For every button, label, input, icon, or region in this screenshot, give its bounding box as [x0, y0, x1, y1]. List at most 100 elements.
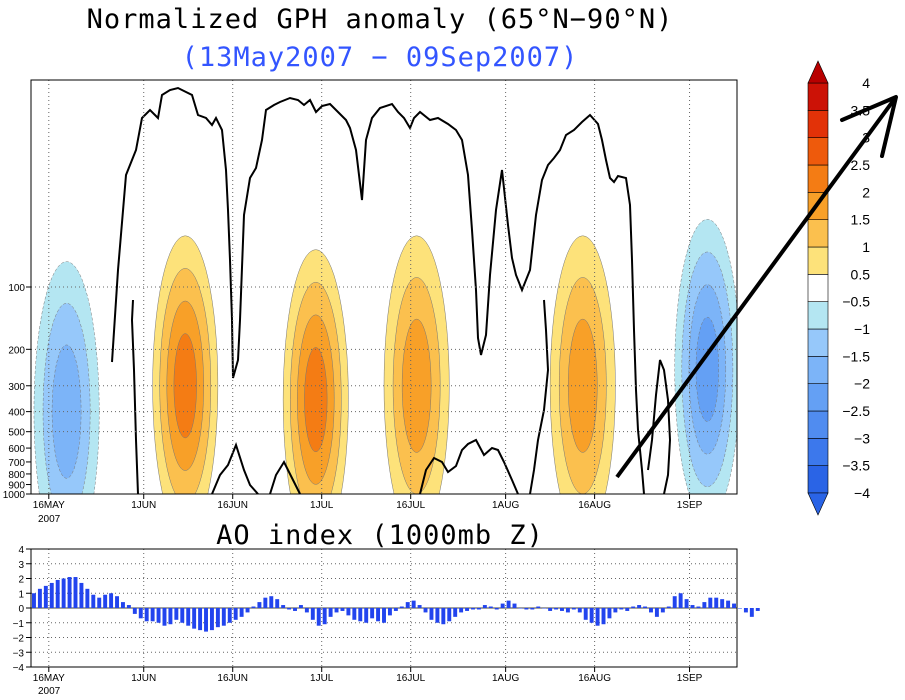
- ao-bar: [85, 588, 90, 608]
- ao-bar: [281, 605, 286, 608]
- ao-bar: [156, 608, 161, 623]
- ao-bar: [631, 606, 636, 608]
- colorbar-bin: [807, 465, 829, 494]
- colorbar-label: −3: [854, 430, 870, 446]
- ao-bar: [755, 608, 760, 611]
- contour-line: [529, 299, 550, 494]
- ao-bar: [571, 608, 576, 610]
- y-tick-label: 1000: [3, 490, 26, 501]
- anomaly-contour-band: [304, 347, 328, 453]
- arrow-head: [840, 95, 898, 158]
- ao-bar: [43, 585, 48, 608]
- ao-x-tick-label: 1SEP: [677, 673, 703, 684]
- ao-bar: [678, 593, 683, 608]
- colorbar-bin: [807, 219, 829, 248]
- ao-y-tick-label: 4: [18, 545, 24, 556]
- ao-bar: [239, 608, 244, 617]
- ao-bar: [417, 605, 422, 608]
- ao-bar: [287, 608, 292, 610]
- ao-bar: [536, 606, 541, 608]
- chart-title: Normalized GPH anomaly (65°N−90°N): [86, 4, 674, 35]
- colorbar-label: 2: [862, 184, 870, 200]
- ao-bar: [79, 582, 84, 608]
- colorbar-bin: [807, 137, 829, 166]
- annotation-arrow: [615, 95, 898, 479]
- ao-bar: [144, 608, 149, 622]
- anomaly-region: [282, 249, 349, 494]
- ao-bar: [518, 608, 523, 609]
- ao-bar: [162, 608, 167, 626]
- ao-bar: [660, 608, 665, 613]
- ao-bar: [738, 608, 742, 609]
- ao-x-tick-label: 16MAY: [33, 673, 65, 684]
- y-tick-label: 900: [8, 481, 25, 492]
- ao-bar: [672, 596, 677, 608]
- colorbar-label: 0.5: [851, 266, 871, 282]
- ao-bar: [387, 608, 392, 616]
- ao-bar: [150, 608, 155, 622]
- ao-bar: [67, 577, 72, 608]
- ao-bar: [192, 608, 197, 629]
- anomaly-region: [549, 235, 616, 494]
- ao-bar: [595, 608, 600, 626]
- ao-bar: [732, 603, 736, 608]
- ao-bar: [215, 608, 220, 628]
- colorbar-label: −0.5: [842, 294, 870, 310]
- ao-bar: [524, 608, 529, 610]
- ao-y-tick-label: 2: [18, 575, 24, 586]
- ao-x-tick-label: 16JUN: [217, 673, 248, 684]
- ao-bar: [257, 602, 262, 608]
- x-tick-label: 1JUL: [310, 500, 334, 511]
- colorbar-bin: [807, 246, 829, 275]
- ao-bar: [577, 608, 582, 613]
- ao-bar: [482, 605, 487, 608]
- anomaly-contour-band: [51, 344, 82, 479]
- ao-bar: [115, 596, 119, 608]
- y-tick-label: 300: [8, 382, 25, 393]
- ao-bar: [548, 608, 553, 611]
- ao-bar: [649, 608, 653, 613]
- ao-bar: [494, 608, 499, 610]
- ao-bar: [304, 608, 309, 613]
- x-tick-label: 16MAY: [33, 500, 65, 511]
- ao-bar: [91, 594, 96, 608]
- ao-bar: [654, 608, 659, 617]
- colorbar-label: −2: [854, 376, 870, 392]
- colorbar-bin: [807, 328, 829, 357]
- ao-bar: [447, 608, 452, 622]
- ao-bar: [637, 605, 642, 608]
- colorbar-max-triangle: [807, 60, 829, 84]
- ao-bar: [542, 608, 547, 609]
- ao-bar: [411, 600, 416, 608]
- ao-bar: [453, 608, 458, 617]
- ao-x-tick-labels: 16MAY 1JUN 16JUN 1JUL 16JUL 1AUG 16AUG 1SEP: [33, 673, 703, 684]
- ao-y-tick-labels: −4 −3 −2 −1 0 1 2 3 4: [13, 545, 25, 674]
- colorbar-label: −1.5: [842, 348, 870, 364]
- ao-bar: [109, 593, 114, 608]
- ao-bar: [459, 608, 464, 613]
- ao-bar: [393, 608, 398, 611]
- ao-y-tick-label: −4: [13, 663, 25, 674]
- ao-bar: [55, 579, 60, 608]
- colorbar-bin: [807, 438, 829, 466]
- zero-contours: [111, 86, 672, 494]
- ao-bar: [613, 608, 618, 613]
- anomaly-contour-band: [173, 333, 197, 439]
- ao-bar: [625, 608, 630, 611]
- ao-bar: [749, 608, 754, 617]
- anomaly-contour-band: [695, 316, 719, 422]
- ao-bar: [488, 606, 493, 608]
- ao-bar: [441, 608, 446, 625]
- ao-bar: [726, 600, 731, 608]
- colorbar-bin: [807, 110, 829, 138]
- ao-bar: [180, 608, 185, 623]
- ao-bar: [554, 608, 559, 610]
- ao-bar: [720, 599, 725, 608]
- y-tick-label: 100: [8, 283, 25, 294]
- ao-bar: [530, 608, 535, 610]
- x-tick-labels: 16MAY 1JUN 16JUN 1JUL 16JUL 1AUG 16AUG 1SEP: [33, 500, 703, 511]
- ao-bar: [120, 602, 125, 608]
- ao-bar: [334, 608, 339, 613]
